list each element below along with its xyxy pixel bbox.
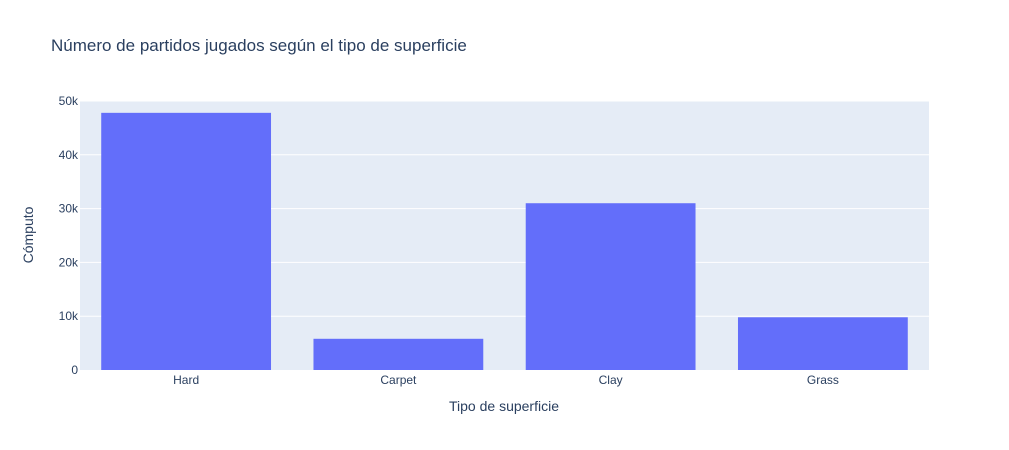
y-tick-labels: 0 10k 20k 30k 40k 50k: [59, 94, 79, 377]
x-tick-label: Hard: [173, 373, 199, 387]
x-tick-label: Clay: [599, 373, 623, 387]
y-tick-label: 40k: [59, 148, 79, 162]
bar-grass[interactable]: [737, 317, 908, 370]
x-tick-label: Carpet: [380, 373, 417, 387]
y-tick-label: 0: [71, 363, 78, 377]
chart-title: Número de partidos jugados según el tipo…: [51, 36, 467, 55]
x-axis-title: Tipo de superficie: [449, 398, 559, 414]
y-tick-label: 10k: [59, 309, 79, 323]
bars: [101, 112, 908, 370]
bar-carpet[interactable]: [313, 338, 484, 370]
x-tick-label: Grass: [807, 373, 839, 387]
bar-clay[interactable]: [525, 203, 696, 370]
y-tick-label: 20k: [59, 255, 79, 269]
x-tick-labels: Hard Carpet Clay Grass: [173, 373, 839, 387]
y-tick-label: 50k: [59, 94, 79, 108]
y-axis-title: Cómputo: [20, 206, 36, 263]
bar-hard[interactable]: [101, 112, 272, 370]
y-tick-label: 30k: [59, 202, 79, 216]
